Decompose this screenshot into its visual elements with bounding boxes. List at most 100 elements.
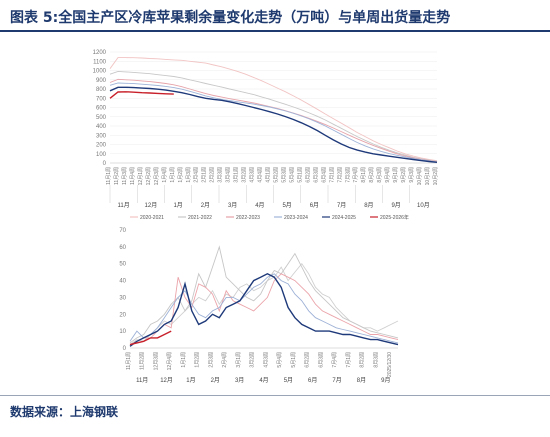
chart-1-x-tick-label: 12月2周	[146, 167, 152, 185]
chart-1-x-tick-label: 9月3周	[409, 167, 415, 183]
chart-1-x-tick-label: 3月3周	[218, 167, 224, 183]
chart-1-series-line-2024-2025	[109, 86, 438, 163]
chart-1-x-tick-label: 8月1周	[361, 167, 367, 183]
chart-2-y-tick-label: 10	[119, 329, 126, 335]
chart-1-y-tick-label: 500	[96, 115, 107, 121]
chart-2-x-tick-label: 5月4周	[277, 352, 283, 368]
chart-2-month-label: 1月	[186, 377, 195, 384]
chart-2-x-tick-label: 11月1周	[126, 352, 132, 370]
chart-2-weekly-shipment: 0 10 20 30 40 50 60 70 11月1周 11月2周 12月3周 12月4周 1月1周 1…	[119, 228, 399, 384]
chart-2-x-tick-label: 3月1周	[236, 352, 242, 368]
chart-1-y-tick-label: 100	[96, 152, 107, 158]
chart-1-x-tick-label: 5月1周	[297, 167, 303, 183]
chart-1-x-tick-label: 4月1周	[266, 167, 272, 183]
chart-1-x-tick-label: 11月2周	[114, 167, 120, 185]
chart-1-x-tick-label: 4月4周	[258, 167, 264, 183]
chart-2-y-tick-label: 20	[119, 312, 126, 318]
chart-2-x-tick-label: 7月4周	[332, 352, 338, 368]
chart-1-y-tick-label: 800	[96, 87, 107, 93]
chart-2-x-tick-label: 6月3周	[318, 352, 324, 368]
chart-2-y-tick-label: 60	[119, 245, 126, 251]
chart-1-y-tick-label: 700	[96, 96, 107, 102]
chart-1-x-tick-label: 5月3周	[281, 167, 287, 183]
chart-1-x-tick-label: 7月4周	[353, 167, 359, 183]
chart-1-x-tick-label: 2月4周	[194, 167, 200, 183]
chart-2-month-label: 7月	[332, 377, 341, 384]
chart-1-month-label: 4月	[255, 202, 264, 209]
chart-1-y-tick-label: 0	[103, 161, 107, 167]
chart-2-x-tick-label: 6月2周	[305, 352, 311, 368]
legend-label: 2021-2022	[188, 215, 212, 221]
chart-1-month-label: 10月	[417, 202, 430, 209]
chart-1-y-tick-label: 600	[96, 106, 107, 112]
chart-1-x-tick-label: 4月3周	[250, 167, 256, 183]
chart-1-y-tick-label: 1000	[93, 69, 107, 75]
chart-2-x-tick-label: 11月2周	[140, 352, 146, 370]
chart-1-month-label: 11月	[118, 202, 130, 209]
chart-1-x-tick-label: 3月4周	[226, 167, 232, 183]
chart-2-y-tick-label: 0	[123, 346, 127, 352]
chart-2-x-tick-label: 8月3周	[373, 352, 379, 368]
chart-1-x-tick-label: 6月2周	[305, 167, 311, 183]
legend-label: 2024-2025	[332, 215, 356, 221]
chart-1-x-tick-label: 1月3周	[186, 167, 192, 183]
chart-1-x-tick-label: 2月2周	[210, 167, 216, 183]
chart-1-x-tick-label: 12月1周	[138, 167, 144, 185]
chart-1-x-tick-label: 10月1周	[425, 167, 431, 185]
chart-1-month-label: 1月	[173, 202, 182, 209]
chart-1-x-tick-label: 5月4周	[289, 167, 295, 183]
chart-1-x-tick-label: 7月3周	[345, 167, 351, 183]
chart-1-x-tick-label: 8月3周	[377, 167, 383, 183]
chart-1-month-label: 9月	[391, 202, 400, 209]
chart-2-month-label: 11月	[136, 377, 148, 384]
chart-1-month-label: 2月	[201, 202, 210, 209]
footer-divider	[0, 395, 550, 396]
chart-1-x-tick-label: 8月2周	[369, 167, 375, 183]
chart-2-series-line-2024-2025	[129, 273, 399, 347]
chart-1-x-tick-label: 12月3周	[154, 167, 160, 185]
chart-2-month-label: 5月	[284, 377, 293, 384]
chart-2-month-label: 8月	[357, 377, 366, 384]
chart-1-month-label: 7月	[337, 202, 346, 209]
chart-1-month-label: 12月	[145, 202, 158, 209]
chart-1-month-label: 8月	[364, 202, 373, 209]
chart-1-x-tick-label: 6月4周	[321, 167, 327, 183]
legend-label: 2022-2023	[236, 215, 260, 221]
chart-2-month-label: 3月	[235, 377, 244, 384]
chart-2-x-tick-label: 2月4周	[222, 352, 228, 368]
chart-2-series-line-2023-2024	[129, 273, 399, 344]
chart-2-x-tick-label: 12月4周	[167, 352, 173, 370]
chart-1-x-tick-label: 11月3周	[122, 167, 128, 185]
chart-1-x-tick-label: 2月1周	[202, 167, 208, 183]
chart-2-y-tick-label: 50	[119, 262, 126, 268]
chart-1-x-tick-label: 10月4周	[417, 167, 423, 185]
chart-2-month-label: 6月	[308, 377, 317, 384]
chart-2-y-tick-label: 70	[119, 228, 126, 234]
chart-2-x-tick-label: 4月3周	[263, 352, 269, 368]
chart-1-x-tick-label: 11月4周	[130, 167, 136, 185]
chart-2-x-tick-label: 1月2周	[195, 352, 201, 368]
chart-2-x-tick-label: 8月2周	[360, 352, 366, 368]
chart-1-month-label: 3月	[228, 202, 237, 209]
chart-2-month-label: 4月	[259, 377, 268, 384]
chart-1-series-line-2023-2024	[109, 82, 438, 163]
chart-1-series-line-2025-2026年	[109, 91, 174, 99]
chart-1-x-tick-label: 5月2周	[273, 167, 279, 183]
chart-2-x-tick-label: 12月3周	[153, 352, 159, 370]
chart-1-y-tick-label: 400	[96, 124, 107, 130]
chart-1-y-tick-label: 900	[96, 78, 107, 84]
chart-1-x-tick-label: 9月1周	[393, 167, 399, 183]
figure-title: 图表 5:全国主产区冷库苹果剩余量变化走势（万吨）与单周出货量走势	[10, 10, 451, 26]
chart-1-remaining-stock: 0 100 200 300 400 500 600 700 800 900 1000 1100 1200…	[93, 50, 439, 221]
chart-2-month-label: 9月	[381, 377, 390, 384]
chart-1-x-tick-label: 7月1周	[329, 167, 335, 183]
chart-2-month-label: 12月	[160, 377, 173, 384]
chart-1-series-line-2021-2022	[109, 70, 438, 162]
chart-1-x-tick-label: 1月1周	[170, 167, 176, 183]
chart-1-y-tick-label: 1100	[93, 59, 107, 65]
chart-1-x-tick-label: 11月1周	[106, 167, 112, 185]
chart-2-x-tick-label: 7月1周	[346, 352, 352, 368]
chart-1-x-tick-label: 7月2周	[337, 167, 343, 183]
chart-2-x-tick-label: 5月1周	[291, 352, 297, 368]
